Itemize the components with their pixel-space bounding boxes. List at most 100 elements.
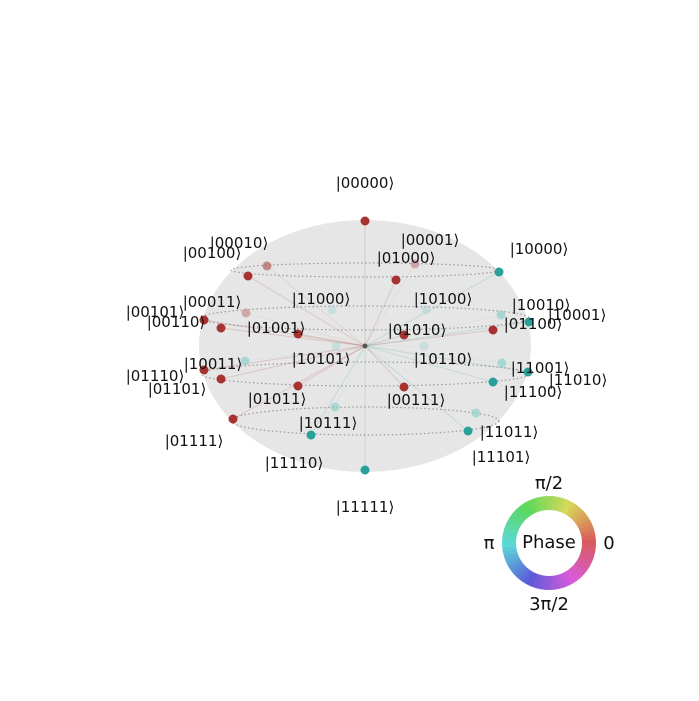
state-point-11101 (463, 426, 473, 436)
state-spoke-11001 (364, 345, 503, 364)
state-point-00101 (199, 315, 209, 325)
phase-wheel: Phase 0 π/2 π 3π/2 (484, 473, 615, 615)
phase-wheel-segment (521, 502, 533, 517)
phase-wheel-segment (503, 526, 518, 535)
phase-wheel-segment (502, 530, 518, 538)
state-label-01001: |01001⟩ (247, 319, 306, 337)
state-point-11001 (497, 358, 507, 368)
phase-wheel-segment (512, 509, 526, 522)
phase-wheel-segment (574, 561, 588, 574)
phase-wheel-segment (572, 564, 586, 577)
state-point-00000 (360, 216, 370, 226)
phase-wheel-segment (548, 496, 554, 511)
phase-wheel-segment (522, 570, 533, 584)
state-point-10111 (330, 402, 340, 412)
state-spoke-01100 (364, 329, 494, 347)
phase-wheel-segment (570, 566, 583, 580)
state-label-10011: |10011⟩ (184, 355, 243, 373)
state-label-00100: |00100⟩ (183, 244, 242, 262)
state-spoke-01010 (364, 334, 405, 347)
state-point-10110 (419, 341, 429, 351)
state-spoke-00101 (203, 319, 366, 347)
state-point-01000 (391, 275, 401, 285)
phase-wheel-segment (506, 519, 521, 530)
phase-wheel-segment (570, 506, 583, 520)
state-points (199, 216, 534, 475)
state-label-11110: |11110⟩ (265, 454, 324, 472)
state-label-00111: |00111⟩ (387, 391, 446, 409)
phase-wheel-segment (551, 496, 558, 511)
phase-wheel-segment (581, 534, 596, 541)
state-point-11111 (360, 465, 370, 475)
phase-wheel-segment (504, 554, 520, 564)
phase-wheel-segment (502, 538, 517, 544)
phase-wheel-segment (560, 572, 570, 588)
state-label-10110: |10110⟩ (414, 350, 473, 368)
phase-wheel-segment (578, 554, 594, 563)
state-spoke-11101 (364, 345, 469, 432)
state-spoke-01011 (297, 345, 366, 387)
phase-wheel-segment (557, 497, 566, 512)
state-point-11011 (471, 408, 481, 418)
state-point-00001 (410, 259, 420, 269)
phase-wheel-segment (565, 502, 576, 516)
state-label-10100: |10100⟩ (414, 290, 473, 308)
state-label-01000: |01000⟩ (377, 249, 436, 267)
state-spoke-11011 (364, 345, 477, 414)
phase-wheel-segment (504, 523, 520, 532)
state-spoke-00111 (364, 345, 405, 388)
state-spokes (203, 221, 530, 470)
state-label-01010: |01010⟩ (388, 321, 447, 339)
state-point-10010 (496, 310, 506, 320)
state-spoke-00001 (364, 263, 416, 347)
phase-wheel-segment (554, 496, 562, 512)
phase-wheel-segment (515, 506, 528, 520)
sphere-center (362, 343, 368, 349)
state-point-01111 (228, 414, 238, 424)
state-point-11100 (488, 377, 498, 387)
phase-wheel-segment (518, 504, 531, 518)
phase-wheel-segment (562, 571, 573, 586)
state-point-01001 (293, 329, 303, 339)
phase-wheel-segment (529, 572, 538, 588)
state-spoke-11110 (310, 345, 366, 436)
state-label-11011: |11011⟩ (480, 423, 539, 441)
state-label-11100: |11100⟩ (504, 383, 563, 401)
phase-wheel-segment (567, 568, 580, 582)
state-label-00011: |00011⟩ (183, 293, 242, 311)
state-label-01100: |01100⟩ (504, 315, 563, 333)
phase-wheel-segment (525, 571, 536, 586)
state-label-01111: |01111⟩ (165, 432, 224, 450)
phase-wheel-segment (510, 512, 524, 525)
phase-wheel-segment (581, 545, 596, 552)
phase-wheel-segment (581, 542, 596, 548)
state-label-10001: |10001⟩ (548, 306, 607, 324)
state-point-10100 (421, 305, 431, 315)
state-spoke-10000 (364, 271, 500, 347)
state-label-11111: |11111⟩ (336, 498, 395, 516)
phase-wheel-segment (576, 559, 590, 570)
phase-wheel-segment (580, 548, 596, 556)
state-label-00110: |00110⟩ (147, 313, 206, 331)
state-point-01010 (399, 330, 409, 340)
phase-label-3pi-half: 3π/2 (529, 594, 569, 615)
phase-wheel-ring (502, 496, 596, 590)
phase-wheel-segment (502, 534, 517, 541)
state-spoke-11000 (331, 309, 366, 347)
state-point-00100 (243, 271, 253, 281)
state-point-01011 (293, 381, 303, 391)
state-point-01101 (216, 374, 226, 384)
state-point-01110 (199, 365, 209, 375)
state-point-10000 (494, 267, 504, 277)
state-label-01011: |01011⟩ (248, 390, 307, 408)
state-label-11000: |11000⟩ (292, 290, 351, 308)
state-spoke-11010 (364, 345, 529, 373)
state-spoke-01110 (203, 345, 366, 371)
state-point-00110 (216, 323, 226, 333)
phase-wheel-segment (502, 548, 518, 556)
phase-wheel-segment (503, 551, 519, 560)
phase-wheel-segment (536, 496, 544, 512)
state-spoke-01001 (297, 333, 366, 347)
state-spoke-00011 (245, 312, 366, 347)
